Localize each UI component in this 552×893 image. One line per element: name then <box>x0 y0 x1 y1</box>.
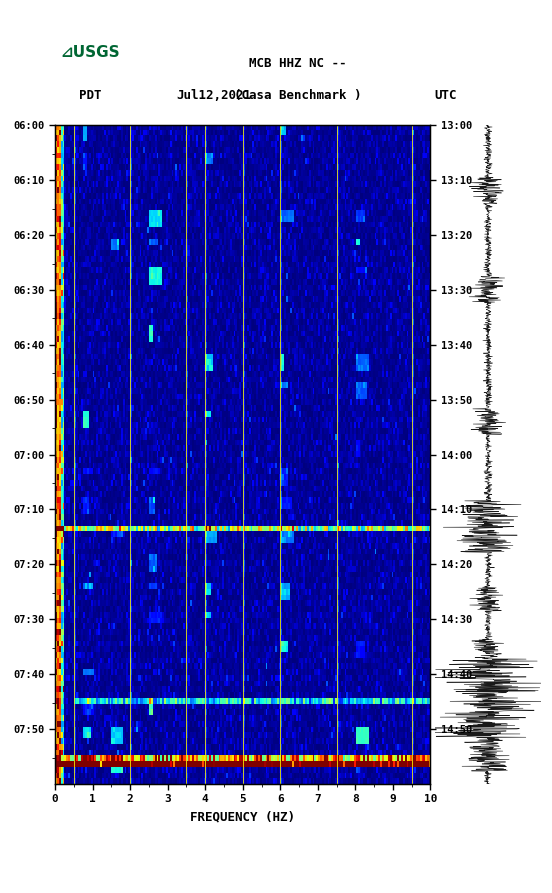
X-axis label: FREQUENCY (HZ): FREQUENCY (HZ) <box>190 810 295 823</box>
Text: Jul12,2021: Jul12,2021 <box>177 89 252 102</box>
Text: MCB HHZ NC --: MCB HHZ NC -- <box>250 57 347 70</box>
Text: UTC: UTC <box>434 89 457 102</box>
Text: (Casa Benchmark ): (Casa Benchmark ) <box>235 89 362 102</box>
Text: PDT: PDT <box>79 89 102 102</box>
Text: ⊿USGS: ⊿USGS <box>60 45 120 60</box>
